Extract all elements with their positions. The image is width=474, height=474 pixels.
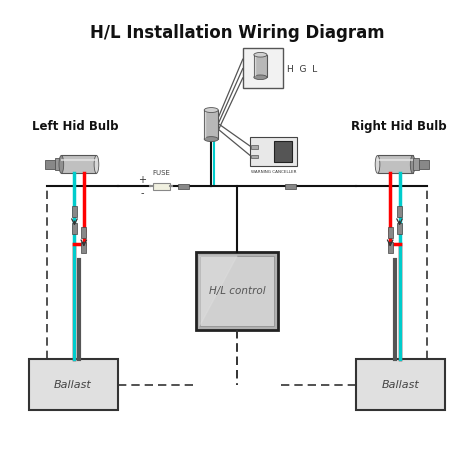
Text: WARNING CANCELLER: WARNING CANCELLER [251, 170, 296, 173]
Ellipse shape [59, 155, 64, 173]
Text: Ballast: Ballast [382, 380, 420, 390]
Ellipse shape [254, 75, 267, 80]
Text: FUSE: FUSE [152, 170, 170, 176]
Bar [419, 160, 429, 169]
FancyBboxPatch shape [274, 141, 292, 162]
FancyBboxPatch shape [28, 359, 118, 410]
Bar [251, 155, 257, 158]
Bar [82, 242, 86, 253]
Bar [177, 184, 189, 189]
Bar [413, 158, 419, 171]
Bar [388, 227, 392, 238]
Text: Right Hid Bulb: Right Hid Bulb [351, 120, 447, 133]
Bar [254, 55, 267, 77]
Bar [204, 110, 218, 139]
Bar [251, 145, 257, 149]
Text: H  G  L: H G L [287, 65, 318, 74]
Text: H/L Installation Wiring Diagram: H/L Installation Wiring Diagram [90, 24, 384, 42]
Ellipse shape [204, 108, 218, 112]
Bar [55, 158, 61, 171]
Bar [61, 155, 97, 173]
Text: Ballast: Ballast [54, 380, 92, 390]
Ellipse shape [204, 137, 218, 142]
FancyBboxPatch shape [250, 137, 297, 166]
FancyBboxPatch shape [200, 256, 274, 326]
Text: H/L control: H/L control [209, 286, 265, 296]
Ellipse shape [410, 155, 415, 173]
Bar [45, 160, 55, 169]
Bar [72, 206, 77, 217]
Text: Left Hid Bulb: Left Hid Bulb [32, 120, 118, 133]
Bar [82, 227, 86, 238]
Bar [285, 184, 297, 189]
Text: +: + [138, 175, 146, 185]
Bar [388, 242, 392, 253]
Polygon shape [200, 256, 237, 326]
FancyBboxPatch shape [243, 48, 283, 88]
FancyBboxPatch shape [356, 359, 446, 410]
Bar [377, 155, 413, 173]
Ellipse shape [94, 155, 99, 173]
Ellipse shape [375, 155, 380, 173]
Bar [397, 206, 402, 217]
Ellipse shape [254, 53, 267, 57]
FancyBboxPatch shape [196, 252, 278, 329]
Text: -: - [141, 188, 144, 198]
Bar [397, 223, 402, 234]
Bar [72, 223, 77, 234]
Bar [153, 183, 170, 190]
